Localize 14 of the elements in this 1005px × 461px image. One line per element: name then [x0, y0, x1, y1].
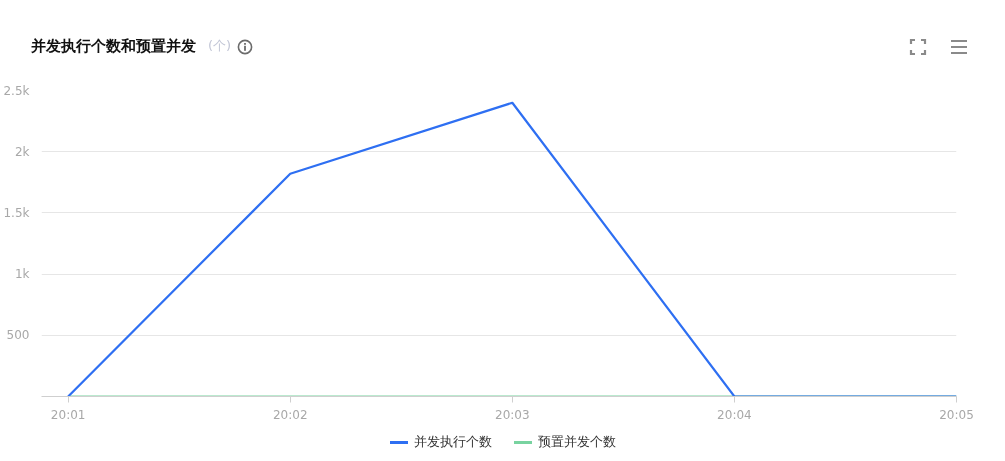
x-tick-label: 20:03 — [495, 407, 530, 422]
legend-label: 并发执行个数 — [413, 432, 492, 451]
y-tick-label: 1.5k — [3, 205, 30, 220]
x-tick-label: 20:05 — [939, 407, 974, 422]
y-tick-label: 500 — [6, 328, 30, 343]
y-tick-label: 1k — [14, 267, 30, 282]
y-tick-label: 2.5k — [3, 83, 30, 98]
y-tick-label: 2k — [14, 144, 30, 159]
x-tick-label: 20:04 — [717, 407, 752, 422]
x-tick-label: 20:01 — [50, 407, 86, 422]
legend-label: 预置并发个数 — [537, 432, 616, 451]
chart-title: 并发执行个数和预置并发 — [31, 36, 196, 57]
x-tick-label: 20:02 — [272, 407, 308, 422]
chart-subtitle: (个) — [208, 37, 232, 56]
